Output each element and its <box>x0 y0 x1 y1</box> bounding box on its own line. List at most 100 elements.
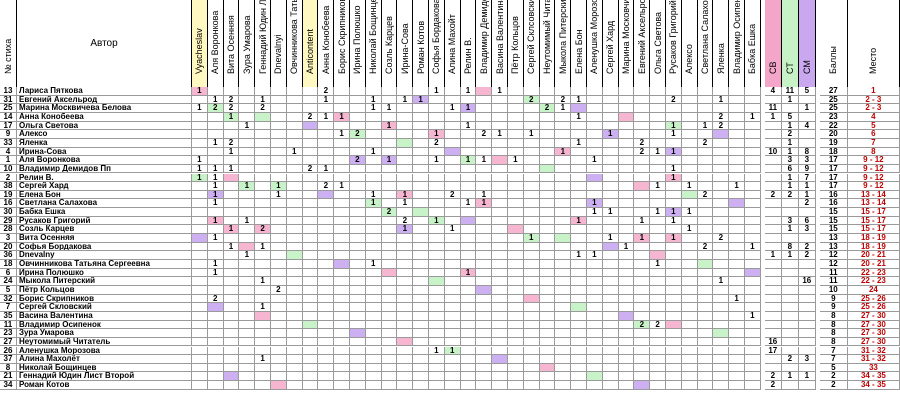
vote-cell <box>460 130 477 139</box>
vote-cell <box>476 104 493 113</box>
vote-cell: 1 <box>476 156 493 165</box>
vote-cell <box>397 242 414 252</box>
score-cell: 8 <box>819 320 848 330</box>
score-cell: 25 <box>819 104 848 113</box>
vote-cell <box>397 104 414 113</box>
row-number: 35 <box>0 311 17 321</box>
stat-sv-cell <box>764 182 782 191</box>
vote-cell <box>334 303 350 312</box>
vote-cell <box>476 208 493 217</box>
vote-cell <box>539 87 556 96</box>
vote-cell <box>618 121 635 131</box>
vote-cell <box>460 285 477 295</box>
vote-cell <box>697 208 714 217</box>
vote-cell <box>492 190 508 200</box>
vote-cell <box>508 277 524 286</box>
vote-cell <box>681 199 698 209</box>
vote-cell <box>350 216 366 226</box>
vote-cell <box>302 182 319 191</box>
table-row: 16 Светлана Салахова 1 1 1 1 1 1 2 16 13 - 14 <box>0 199 900 209</box>
vote-cell <box>207 130 224 139</box>
score-cell: 22 <box>819 121 848 131</box>
vote-cell <box>413 225 429 235</box>
vote-cell <box>697 95 714 105</box>
vote-cell <box>523 294 540 304</box>
vote-cell <box>381 164 398 174</box>
juror-header-label: Владимир Демидов Пп <box>478 0 489 74</box>
vote-cell <box>192 251 208 260</box>
header-number-label: № стиха <box>3 38 13 74</box>
vote-cell <box>444 216 461 226</box>
place-cell: 27 - 30 <box>847 311 900 321</box>
vote-cell <box>334 294 350 304</box>
vote-cell <box>460 294 477 304</box>
vote-cell <box>334 199 350 209</box>
stat-sm-cell <box>798 320 816 330</box>
row-number: 33 <box>0 138 17 148</box>
vote-cell <box>239 190 256 200</box>
vote-cell <box>571 268 587 278</box>
table-row: 9 Алексо 1 2 1 2 1 1 1 1 2 20 6 <box>0 130 900 139</box>
vote-cell <box>618 381 635 390</box>
score-cell: 17 <box>819 164 848 174</box>
vote-cell <box>571 104 587 113</box>
vote-cell <box>413 121 429 131</box>
vote-cell: 1 <box>207 268 224 278</box>
vote-cell <box>318 121 335 131</box>
vote-cell: 1 <box>666 216 682 226</box>
vote-cell <box>650 363 666 373</box>
vote-cell <box>239 138 256 148</box>
vote-cell <box>508 104 524 113</box>
vote-cell <box>460 95 477 105</box>
juror-header: Бабка Ешка <box>745 0 761 87</box>
vote-cell <box>413 337 429 347</box>
juror-header-label: Сергей Склсовский <box>526 0 537 74</box>
vote-cell: 2 <box>255 104 271 113</box>
vote-cell <box>334 242 350 252</box>
vote-cell: 1 <box>571 95 587 105</box>
vote-cell <box>697 277 714 286</box>
vote-cell <box>713 130 730 139</box>
vote-cell <box>602 95 619 105</box>
vote-cell: 1 <box>681 182 698 191</box>
row-number: 18 <box>0 260 17 269</box>
vote-cell: 1 <box>192 104 208 113</box>
vote-cell <box>523 337 540 347</box>
vote-cell <box>271 355 287 364</box>
stat-sm-cell: 2 <box>798 199 816 209</box>
vote-cell: 1 <box>634 234 651 243</box>
vote-cell <box>429 234 445 243</box>
author-name: Сергей Хард <box>17 182 192 191</box>
vote-cell <box>492 337 508 347</box>
vote-cell <box>523 285 540 295</box>
vote-cell <box>429 225 445 235</box>
stat-sv-cell: 2 <box>764 381 782 390</box>
vote-cell <box>223 182 240 191</box>
vote-cell <box>745 130 761 139</box>
vote-cell <box>681 337 698 347</box>
vote-cell <box>587 346 603 356</box>
vote-cell <box>618 277 635 286</box>
vote-cell <box>523 104 540 113</box>
vote-cell <box>318 320 335 330</box>
vote-cell <box>350 277 366 286</box>
vote-cell <box>508 260 524 269</box>
vote-cell: 1 <box>587 156 603 165</box>
vote-cell <box>650 112 666 122</box>
vote-cell <box>413 303 429 312</box>
vote-cell <box>397 87 414 96</box>
vote-cell <box>318 311 335 321</box>
author-name: Бабка Ешка <box>17 208 192 217</box>
vote-cell: 2 <box>318 182 335 191</box>
vote-cell <box>350 104 366 113</box>
vote-cell <box>650 311 666 321</box>
vote-cell <box>286 294 303 304</box>
vote-cell <box>271 87 287 96</box>
vote-cell <box>429 363 445 373</box>
row-number: 31 <box>0 95 17 105</box>
vote-cell <box>286 190 303 200</box>
vote-cell <box>286 260 303 269</box>
vote-cell <box>634 372 651 382</box>
vote-cell <box>207 285 224 295</box>
vote-cell <box>397 234 414 243</box>
